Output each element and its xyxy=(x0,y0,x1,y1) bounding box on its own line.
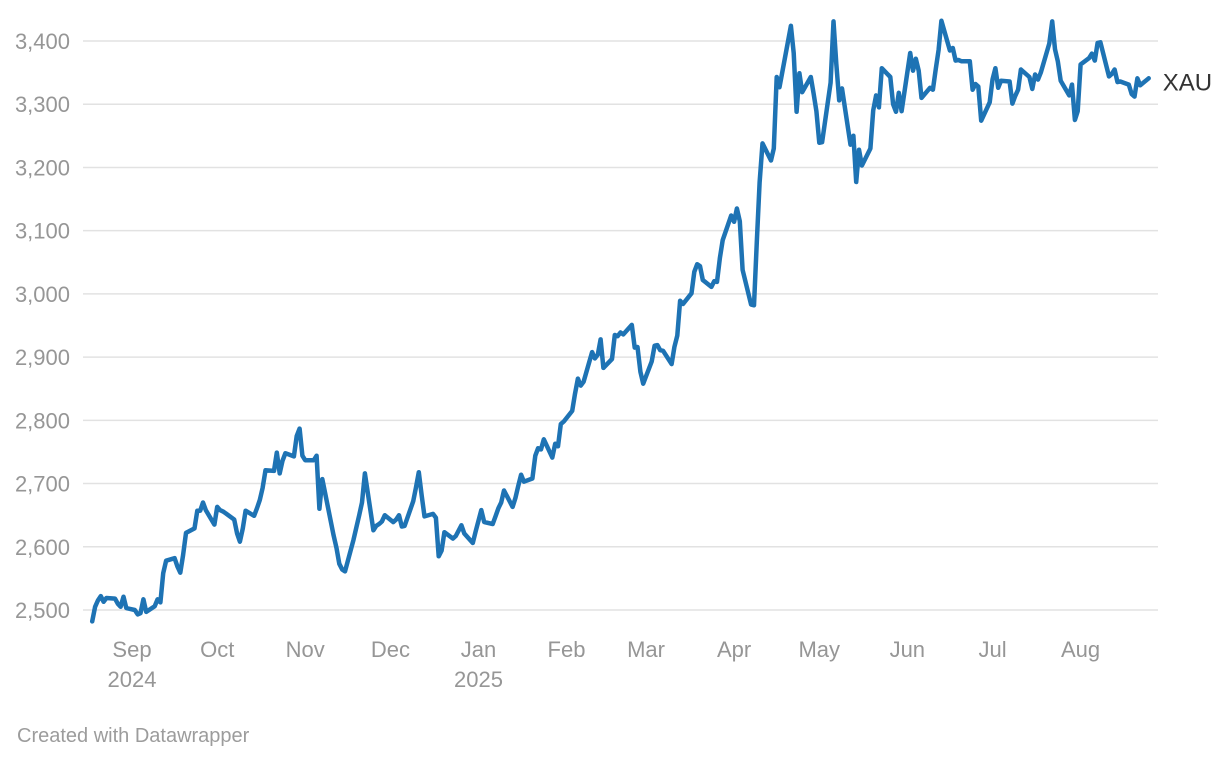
xau-price-line xyxy=(89,18,1151,624)
y-axis-tick-label: 3,200 xyxy=(15,155,70,180)
y-axis-tick-label: 3,000 xyxy=(15,282,70,307)
series-label-xau: XAU xyxy=(1163,69,1212,96)
x-axis-labels: Sep 2024 Oct Nov Dec Jan 2025 Feb Mar Apr May Jun Ju… xyxy=(108,637,1101,692)
y-axis-tick-label: 3,400 xyxy=(15,29,70,54)
x-axis-month-label: Aug xyxy=(1061,637,1100,662)
x-axis-month-label: Dec xyxy=(371,637,410,662)
x-axis-year-label: 2025 xyxy=(454,667,503,692)
y-axis-tick-label: 2,800 xyxy=(15,408,70,433)
y-axis-tick-label: 3,100 xyxy=(15,219,70,244)
y-axis-tick-label: 2,500 xyxy=(15,598,70,623)
y-axis-tick-label: 2,900 xyxy=(15,345,70,370)
y-axis-tick-label: 2,600 xyxy=(15,535,70,560)
x-axis-month-label: Oct xyxy=(200,637,234,662)
x-axis-month-label: Jan xyxy=(461,637,496,662)
datawrapper-credit: Created with Datawrapper xyxy=(17,725,250,747)
x-axis-month-label: Mar xyxy=(627,637,665,662)
x-axis-month-label: Sep xyxy=(112,637,151,662)
x-axis-month-label: Jun xyxy=(890,637,925,662)
y-axis-labels: 2,500 2,600 2,700 2,800 2,900 3,000 3,100 3,200… xyxy=(15,29,70,623)
x-axis-month-label: Feb xyxy=(548,637,586,662)
x-axis-year-label: 2024 xyxy=(108,667,157,692)
x-axis-month-label: Nov xyxy=(286,637,325,662)
y-axis-tick-label: 3,300 xyxy=(15,92,70,117)
y-axis-tick-label: 2,700 xyxy=(15,472,70,497)
x-axis-month-label: May xyxy=(798,637,840,662)
x-axis-month-label: Apr xyxy=(717,637,751,662)
x-axis-month-label: Jul xyxy=(978,637,1006,662)
